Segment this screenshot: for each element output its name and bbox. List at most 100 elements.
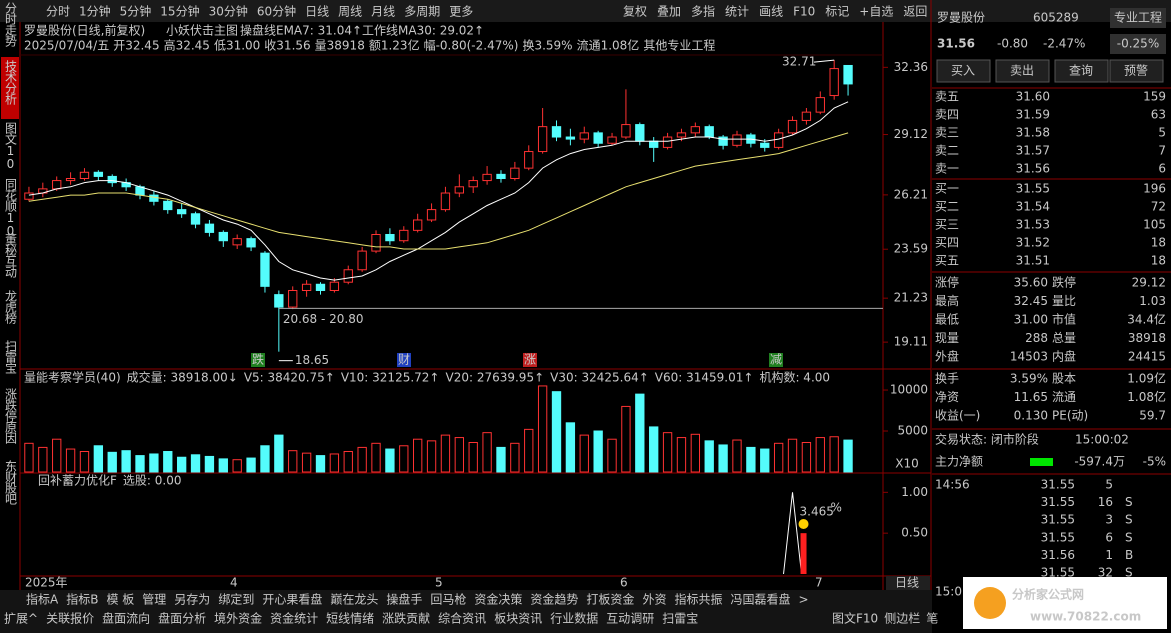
tab[interactable]: 另存为 [174,593,210,607]
candle-body [773,132,784,148]
toolbar-button[interactable]: 1分钟 [79,4,111,19]
volume-bar [246,457,256,473]
side-tab[interactable]: 涨跌停原因 [4,387,18,444]
date-label: 5 [435,576,443,590]
volume-bar [52,438,62,473]
label: 操盘线EMA7: 31.04↑ [240,23,362,38]
tab[interactable]: 扩展^ [4,612,38,626]
toolbar-button[interactable]: 多指 [691,4,715,19]
toolbar-button[interactable]: 标记 [825,5,849,19]
label: 1.09亿 [1127,371,1166,386]
tab[interactable]: 互动调研 [606,612,654,626]
candle-body [787,119,798,134]
tab[interactable]: 盘面流向 [102,611,150,626]
tab[interactable]: 巅在龙头 [330,593,378,607]
y-tick-label: 32.36 [894,60,928,74]
tab[interactable]: 指标A [26,592,59,607]
toolbar-button[interactable]: 日线 [305,5,329,19]
volume-bar [274,434,284,473]
tab[interactable]: 资金决策 [474,592,522,607]
toolbar-button[interactable]: 更多 [449,5,473,19]
side-tab[interactable]: 技术分析 [4,60,18,106]
candle-body [24,192,34,200]
tab[interactable]: 回马枪 [430,592,466,607]
button-label[interactable]: 预警 [1124,63,1148,78]
button-label[interactable]: 卖出 [1010,64,1034,78]
tab[interactable]: 指标共振 [674,592,722,607]
label: 1.08亿 [1127,389,1166,404]
candle-body [52,180,62,190]
tab[interactable]: > [798,593,808,607]
label: 3 [1105,513,1113,527]
toolbar-button[interactable]: 周线 [338,5,362,19]
tab[interactable]: 管理 [142,592,166,607]
toolbar-button[interactable]: +自选 [859,5,893,19]
volume-bar [65,448,76,473]
tab[interactable]: 绑定到 [218,592,254,607]
toolbar-button[interactable]: 返回 [903,5,927,19]
volume-bar [301,452,312,473]
toolbar-button[interactable]: 多周期 [404,5,440,19]
label: 31.51 [1016,254,1050,268]
toolbar-button[interactable]: 分时 [46,5,70,19]
candle-body [274,294,284,308]
tab[interactable]: 境外资金 [214,611,262,626]
button[interactable] [1109,59,1164,83]
tab[interactable]: 盘面分析 [158,611,206,626]
tab[interactable]: 扫雷宝 [662,612,698,626]
tab[interactable]: 侧边栏 [884,611,920,626]
toolbar-button[interactable]: 叠加 [657,5,681,19]
side-tab[interactable]: 龙虎榜 [4,290,18,325]
toolbar-button[interactable]: 复权 [623,5,647,19]
tab[interactable]: 打板资金 [586,592,634,607]
candle-body [65,178,76,182]
button[interactable] [995,59,1050,83]
logo-icon [974,587,1006,619]
tab[interactable]: 短线情绪 [326,612,374,626]
volume-header: V20: 27639.95↑ [445,371,544,385]
candle-body [371,233,381,252]
tab[interactable]: 模 板 [106,593,134,607]
toolbar-button[interactable]: 60分钟 [257,4,296,19]
toolbar-button[interactable]: F10 [793,5,815,19]
button-label[interactable]: 买入 [951,64,975,78]
tab[interactable]: 开心果看盘 [262,592,322,607]
volume-bar [440,434,451,473]
side-tab[interactable]: 图文10 [4,122,18,170]
toolbar-button[interactable]: 15分钟 [160,4,199,19]
volume-header: V30: 32425.64↑ [550,371,649,385]
toolbar-button[interactable]: 月线 [371,5,395,19]
tab[interactable]: 指标B [66,592,98,607]
toolbar-button[interactable]: 统计 [725,5,749,19]
tab[interactable]: 图文F10 [832,611,878,626]
tab[interactable]: 涨跌贡献 [382,611,430,626]
tab[interactable]: 综合资讯 [438,611,486,626]
toolbar-button[interactable]: 5分钟 [120,4,152,19]
button[interactable] [936,59,991,83]
label: 换手 [935,372,959,386]
tab[interactable]: 资金统计 [270,611,318,626]
tab[interactable]: 关联报价 [46,611,94,626]
side-tab[interactable]: 扫雷宝 [4,340,18,374]
tab[interactable]: 板块资讯 [494,612,542,626]
label: -0.80 [997,37,1028,51]
label: 外盘 [935,349,959,364]
tab[interactable]: 资金趋势 [530,592,578,607]
tab[interactable]: 外资 [642,593,666,607]
label: 31.59 [1016,108,1050,122]
volume-bar [399,445,409,473]
toolbar-button[interactable]: 30分钟 [209,4,248,19]
tab[interactable]: 操盘手 [386,592,422,607]
button[interactable] [1054,59,1109,83]
side-tab[interactable]: 同花顺10 [4,178,18,237]
label: 59.7 [1139,409,1166,423]
volume-bar [426,440,437,473]
side-tab[interactable]: 分时走势 [4,2,18,47]
toolbar-button[interactable]: 画线 [759,5,783,19]
tab[interactable]: 行业数据 [550,611,598,626]
side-tab[interactable]: 东财股吧 [4,460,18,505]
tab[interactable]: 冯国磊看盘 [730,592,790,607]
tab[interactable]: 笔 [926,611,938,626]
button-label[interactable]: 查询 [1069,64,1093,78]
side-tab[interactable]: 董秘互动 [4,233,18,278]
